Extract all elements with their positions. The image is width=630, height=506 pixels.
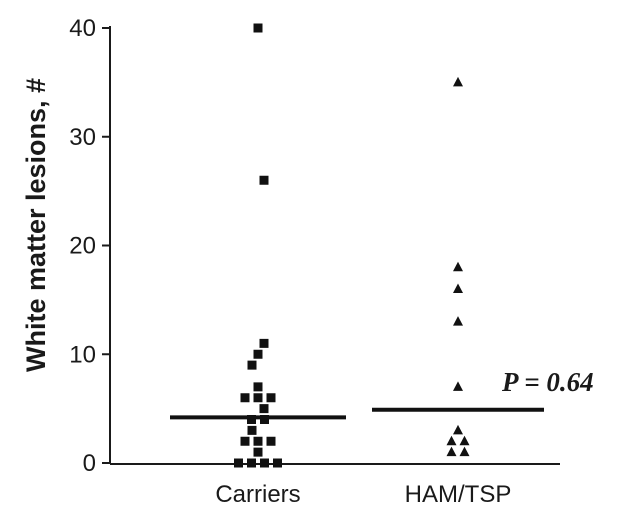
triangle-point (446, 435, 457, 446)
x-category-label: HAM/TSP (405, 481, 512, 506)
square-point (253, 393, 263, 403)
square-point (240, 436, 250, 446)
y-tick-label: 30 (69, 124, 96, 151)
x-category-label: Carriers (215, 481, 300, 506)
p-value-annotation: P = 0.64 (501, 367, 594, 397)
square-point (266, 393, 276, 403)
square-point (253, 447, 263, 457)
square-point (253, 382, 263, 392)
square-point (247, 360, 257, 370)
y-tick-label: 10 (69, 341, 96, 368)
square-point (247, 425, 257, 435)
square-point (266, 436, 276, 446)
square-point (253, 436, 263, 446)
y-axis-title: White matter lesions, # (21, 78, 51, 372)
triangle-point (446, 446, 457, 457)
y-ticks: 0 10 20 30 40 (69, 15, 110, 477)
square-point (260, 415, 269, 424)
square-point (273, 458, 282, 468)
triangle-point (453, 76, 463, 87)
square-point (253, 23, 263, 33)
y-tick-label: 40 (69, 15, 96, 42)
square-point (260, 458, 269, 468)
y-tick-label: 20 (69, 233, 96, 260)
axes (109, 26, 560, 465)
y-tick-label: 0 (83, 450, 96, 477)
square-point (259, 175, 269, 185)
square-point (247, 458, 256, 468)
median-lines (170, 407, 544, 420)
square-point (259, 404, 269, 414)
square-point (240, 393, 250, 403)
triangle-point (453, 283, 463, 293)
triangle-point (453, 261, 463, 272)
triangle-point (453, 381, 463, 391)
square-point (259, 338, 269, 348)
data-points (234, 23, 470, 468)
x-categories: Carriers HAM/TSP (215, 481, 511, 506)
triangle-point (453, 424, 463, 435)
square-point (234, 458, 243, 468)
triangle-point (459, 446, 470, 457)
square-point (247, 415, 256, 424)
triangle-point (459, 435, 470, 446)
triangle-point (453, 316, 463, 326)
square-point (253, 349, 263, 359)
